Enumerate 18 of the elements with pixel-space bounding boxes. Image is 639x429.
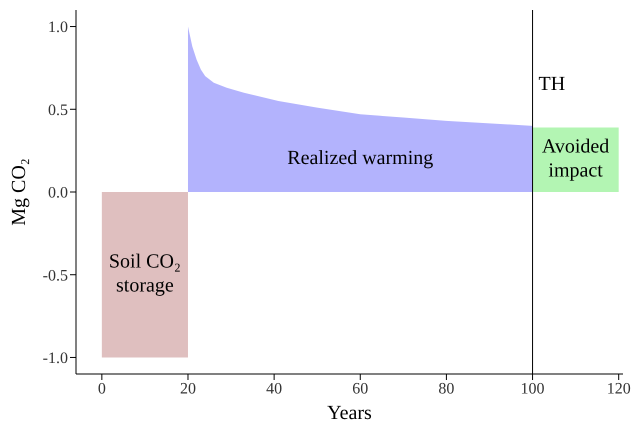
x-tick-label: 100 [520, 380, 545, 398]
y-tick-label: -0.5 [42, 267, 68, 284]
annotation: Soil CO₂ storage [108, 250, 181, 296]
y-tick-label: 1.0 [48, 19, 68, 36]
y-tick-label: -1.0 [42, 350, 68, 368]
x-axis-title: Years [327, 402, 372, 424]
x-tick-label: 0 [98, 380, 106, 398]
annotation: Realized warming [287, 146, 434, 169]
x-tick-label: 80 [438, 380, 454, 398]
y-axis-title: Mg CO₂ [8, 158, 30, 226]
x-tick-label: 40 [266, 380, 282, 398]
y-tick-label: 0.0 [48, 184, 68, 202]
ref-line-label: TH [538, 73, 566, 95]
x-tick-label: 120 [606, 380, 631, 398]
x-tick-label: 60 [352, 380, 368, 398]
y-tick-label: 0.5 [48, 102, 68, 119]
annotation: Avoided impact [542, 135, 610, 182]
x-tick-label: 20 [180, 380, 196, 398]
